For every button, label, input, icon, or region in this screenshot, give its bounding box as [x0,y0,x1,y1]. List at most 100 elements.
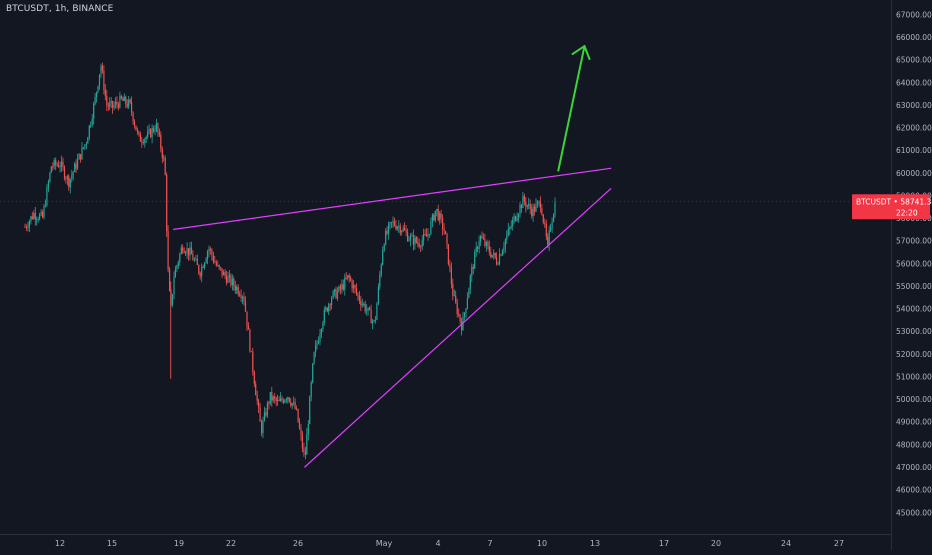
time-tick-label: May [376,539,393,548]
candle-body [350,277,352,281]
candle-body [275,398,277,401]
candle-body [316,343,318,346]
candle-body [371,320,374,324]
candle-body [180,247,182,254]
candle-body [536,202,539,204]
candle-body [171,294,174,305]
candle-body [446,234,448,245]
candle-body [405,230,407,233]
candle-body [358,295,360,301]
candle-body [504,239,506,247]
candle-body [538,201,540,203]
candle-body [554,202,556,216]
candle-body [53,160,55,167]
candle-body [481,236,483,239]
candle-body [551,222,553,228]
candle-body [417,242,419,244]
candle-body [542,214,544,223]
candle-body [169,269,171,291]
candle-body [109,102,111,107]
candle-body [522,196,524,209]
candle-body [539,201,541,209]
candle-body [100,66,102,75]
candle-body [312,363,314,383]
candle-body [307,424,309,435]
candle-body [133,121,136,126]
candle-body [98,74,101,87]
candle-body [297,409,299,423]
candle-body [532,206,534,217]
candle-body [193,259,195,261]
time-axis[interactable]: 12 15 19 22 26 May 4 7 10 13 17 20 24 27 [55,539,844,548]
candle-body [56,164,58,166]
time-tick-label: 24 [781,539,791,548]
candle-body [231,278,233,285]
candle-body [204,262,206,268]
candle-body [81,147,83,160]
candle-body [256,395,258,401]
candle-body [500,254,502,256]
candle-body [62,161,64,168]
candle-body [199,273,201,277]
candle-body [221,268,223,276]
candle-body [208,248,210,252]
candle-body [480,236,482,242]
candle-body [139,134,141,142]
candle-body [188,248,190,256]
candle-body [262,420,264,434]
candle-body [369,307,371,310]
candle-body [43,206,45,218]
candle-body [548,230,550,245]
candle-body [40,211,42,215]
candle-body [377,286,379,304]
candle-body [347,275,349,279]
upper-trendline [173,167,612,230]
candle-body [475,247,477,253]
candle-body [449,264,451,268]
candle-body [158,132,160,135]
candle-body [509,227,511,229]
candle-body [36,219,38,221]
price-axis[interactable]: 45000.00 46000.00 47000.00 48000.00 49000.00… [896,10,932,517]
candle-body [364,303,366,312]
symbol-title: BTCUSDT, 1h, BINANCE [6,4,114,14]
price-tick-label: 53000.00 [896,327,932,336]
candle-body [47,181,49,188]
candle-body [342,284,344,290]
candle-body [398,225,400,227]
candle-body [68,176,70,188]
candle-body [106,95,108,106]
candle-body [205,259,207,263]
candle-body [79,154,82,160]
candle-body [150,129,152,138]
candle-body [434,210,436,221]
candle-body [129,99,131,103]
candle-body [285,399,287,401]
candle-body [157,123,159,133]
candle-body [459,314,461,322]
time-tick-label: 26 [293,539,303,548]
candle-body [190,247,193,255]
candle-body [87,137,89,144]
candle-body [544,222,546,224]
time-tick-label: 20 [711,539,721,548]
candle-body [27,227,29,229]
candle-body [186,248,188,254]
candle-body [243,296,245,302]
candle-body [430,221,432,234]
candle-body [506,235,508,240]
candle-body [478,241,480,249]
candle-body [24,227,26,228]
candle-body [39,214,41,220]
candle-body [167,231,169,270]
candle-body [541,208,543,215]
candle-body [117,104,120,108]
candle-body [404,228,406,231]
candle-body [244,301,247,312]
candle-body [531,209,533,217]
candle-body [491,255,493,258]
price-tick-label: 55000.00 [896,282,932,291]
candle-body [304,452,306,455]
